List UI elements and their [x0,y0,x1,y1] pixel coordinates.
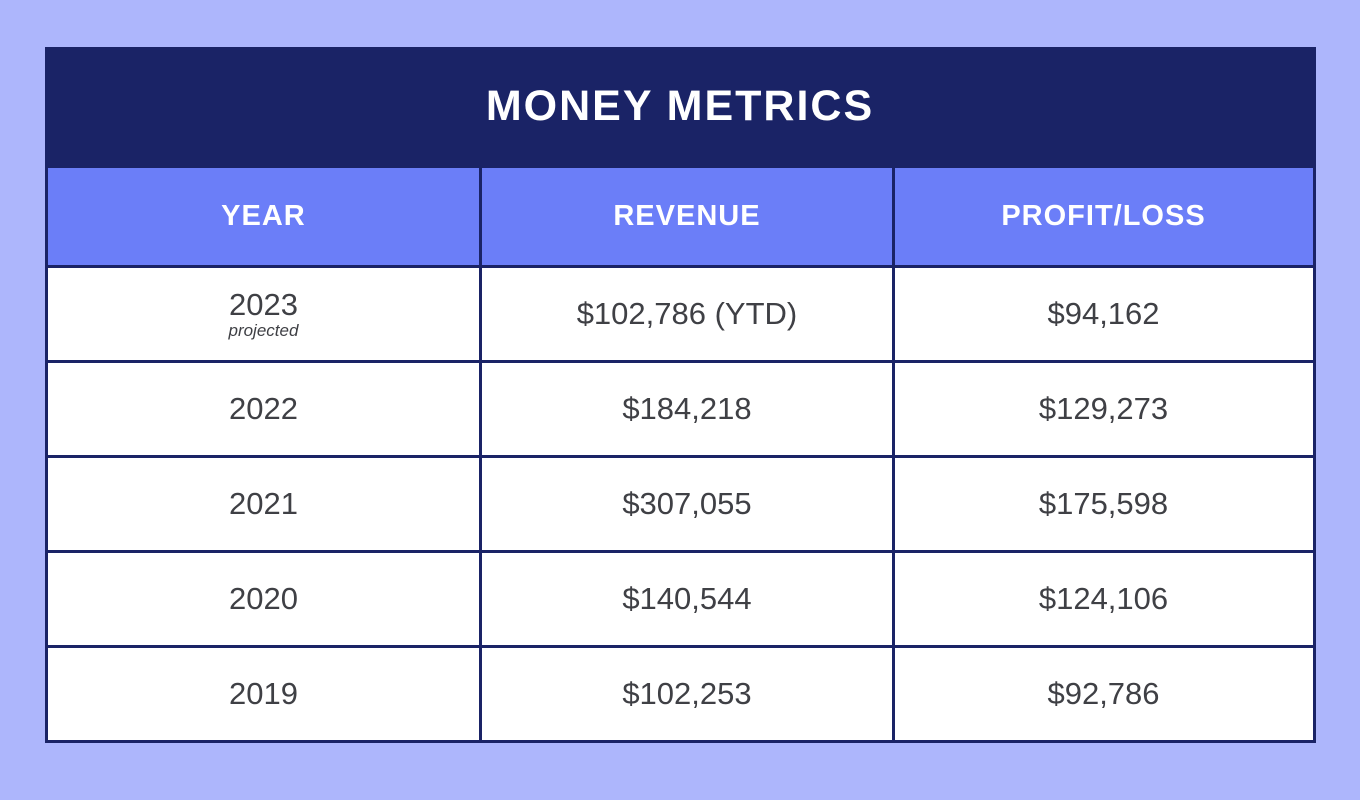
revenue-cell: $184,218 [479,360,895,458]
year-value: 2023 [228,286,298,322]
profit-loss-cell: $124,106 [891,550,1316,648]
year-note: projected [228,320,299,340]
table-title-bar: MONEY METRICS [44,47,1316,165]
year-cell: 2021 [44,455,483,553]
profit-loss-cell: $94,162 [891,265,1316,363]
table-row: 2019 $102,253 $92,786 [44,645,1316,743]
table-row: 2021 $307,055 $175,598 [44,455,1316,553]
money-metrics-card: MONEY METRICS YEAR REVENUE PROFIT/LOSS 2… [44,47,1316,743]
page-title: MONEY METRICS [485,81,875,130]
profit-loss-cell: $175,598 [891,455,1316,553]
column-header-year: YEAR [44,165,483,268]
profit-loss-cell: $92,786 [891,645,1316,743]
metrics-table: YEAR REVENUE PROFIT/LOSS 2023 projected … [44,165,1316,743]
year-cell: 2019 [44,645,483,743]
table-row: 2020 $140,544 $124,106 [44,550,1316,648]
table-row: 2023 projected $102,786 (YTD) $94,162 [44,265,1316,363]
revenue-cell: $140,544 [479,550,895,648]
year-cell: 2023 projected [44,265,483,363]
column-header-profit-loss: PROFIT/LOSS [891,165,1316,268]
revenue-cell: $102,253 [479,645,895,743]
year-cell: 2022 [44,360,483,458]
revenue-cell: $102,786 (YTD) [479,265,895,363]
year-cell: 2020 [44,550,483,648]
header-row: YEAR REVENUE PROFIT/LOSS [44,165,1316,268]
column-header-revenue: REVENUE [479,165,895,268]
profit-loss-cell: $129,273 [891,360,1316,458]
table-row: 2022 $184,218 $129,273 [44,360,1316,458]
revenue-cell: $307,055 [479,455,895,553]
